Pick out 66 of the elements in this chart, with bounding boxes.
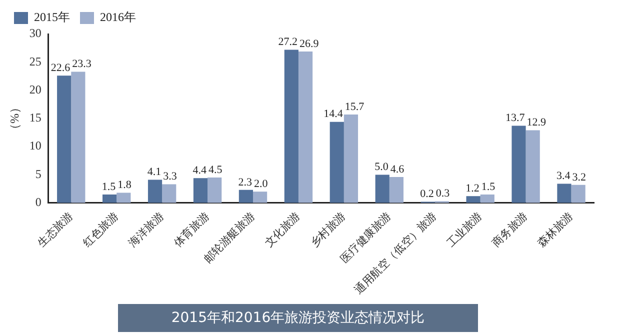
bar — [389, 176, 404, 203]
x-tick-label: 生态旅游 — [34, 210, 76, 250]
legend-label: 2016年 — [100, 10, 136, 24]
x-tick-label: 体育旅游 — [171, 210, 212, 250]
data-label: 0.3 — [436, 188, 450, 200]
data-label: 4.6 — [390, 163, 405, 176]
bar — [193, 178, 208, 203]
data-label: 5.0 — [374, 161, 389, 174]
x-tick-label: 文化旅游 — [262, 210, 303, 250]
bar — [238, 190, 253, 203]
data-label: 0.2 — [420, 188, 434, 200]
bar — [330, 122, 344, 203]
data-label: 1.8 — [118, 179, 132, 192]
y-tick-label: 25 — [29, 54, 42, 68]
data-label: 27.2 — [278, 36, 298, 48]
data-label: 15.7 — [344, 100, 365, 113]
bar — [284, 50, 298, 203]
data-label: 4.4 — [192, 164, 208, 177]
bar — [57, 76, 72, 203]
bar — [162, 184, 176, 203]
bar — [512, 126, 526, 203]
data-label: 4.1 — [147, 166, 162, 178]
bar — [148, 180, 162, 203]
x-tick-label: 乡村旅游 — [308, 210, 348, 250]
bar — [557, 184, 572, 203]
data-label: 2.0 — [254, 178, 268, 190]
data-label: 22.6 — [50, 62, 71, 74]
bar — [526, 130, 540, 203]
x-tick-label: 商务旅游 — [490, 210, 530, 250]
data-label: 14.4 — [324, 108, 344, 120]
bar — [571, 184, 586, 203]
data-label: 12.9 — [526, 116, 547, 129]
y-tick-label: 0 — [35, 195, 42, 210]
bar — [480, 194, 494, 203]
bar — [466, 196, 480, 203]
bar — [71, 72, 86, 203]
data-label: 3.2 — [572, 171, 586, 184]
bar — [375, 174, 390, 203]
y-tick-label: 5 — [35, 166, 42, 181]
text: 2015年和2016年旅游投资业态情况对比 — [118, 304, 478, 332]
x-tick-label: 红色旅游 — [80, 210, 121, 250]
legend-label: 2015年 — [34, 10, 70, 24]
data-label: 1.5 — [102, 180, 116, 193]
data-label: 4.5 — [208, 164, 223, 176]
y-tick-label: 30 — [29, 26, 42, 40]
y-tick-label: 10 — [29, 138, 42, 153]
data-label: 26.9 — [299, 38, 320, 50]
x-tick-label: 工业旅游 — [444, 210, 484, 250]
data-label: 1.2 — [466, 182, 480, 195]
bar — [208, 178, 222, 203]
bar — [102, 194, 117, 203]
data-label: 13.7 — [506, 112, 526, 124]
y-tick-label: 15 — [29, 110, 42, 125]
bar — [344, 114, 358, 203]
bar — [253, 192, 268, 203]
y-axis-title: （%） — [7, 101, 22, 136]
y-tick-label: 20 — [29, 82, 42, 96]
data-label: 3.4 — [556, 170, 571, 182]
data-label: 3.3 — [163, 170, 178, 183]
x-tick-label: 森林旅游 — [535, 210, 576, 250]
data-label: 1.5 — [481, 180, 496, 193]
x-tick-label: 海洋旅游 — [126, 210, 166, 250]
bar — [298, 51, 313, 203]
data-label: 23.3 — [72, 58, 92, 70]
bar — [116, 192, 131, 203]
data-label: 2.3 — [238, 176, 252, 188]
